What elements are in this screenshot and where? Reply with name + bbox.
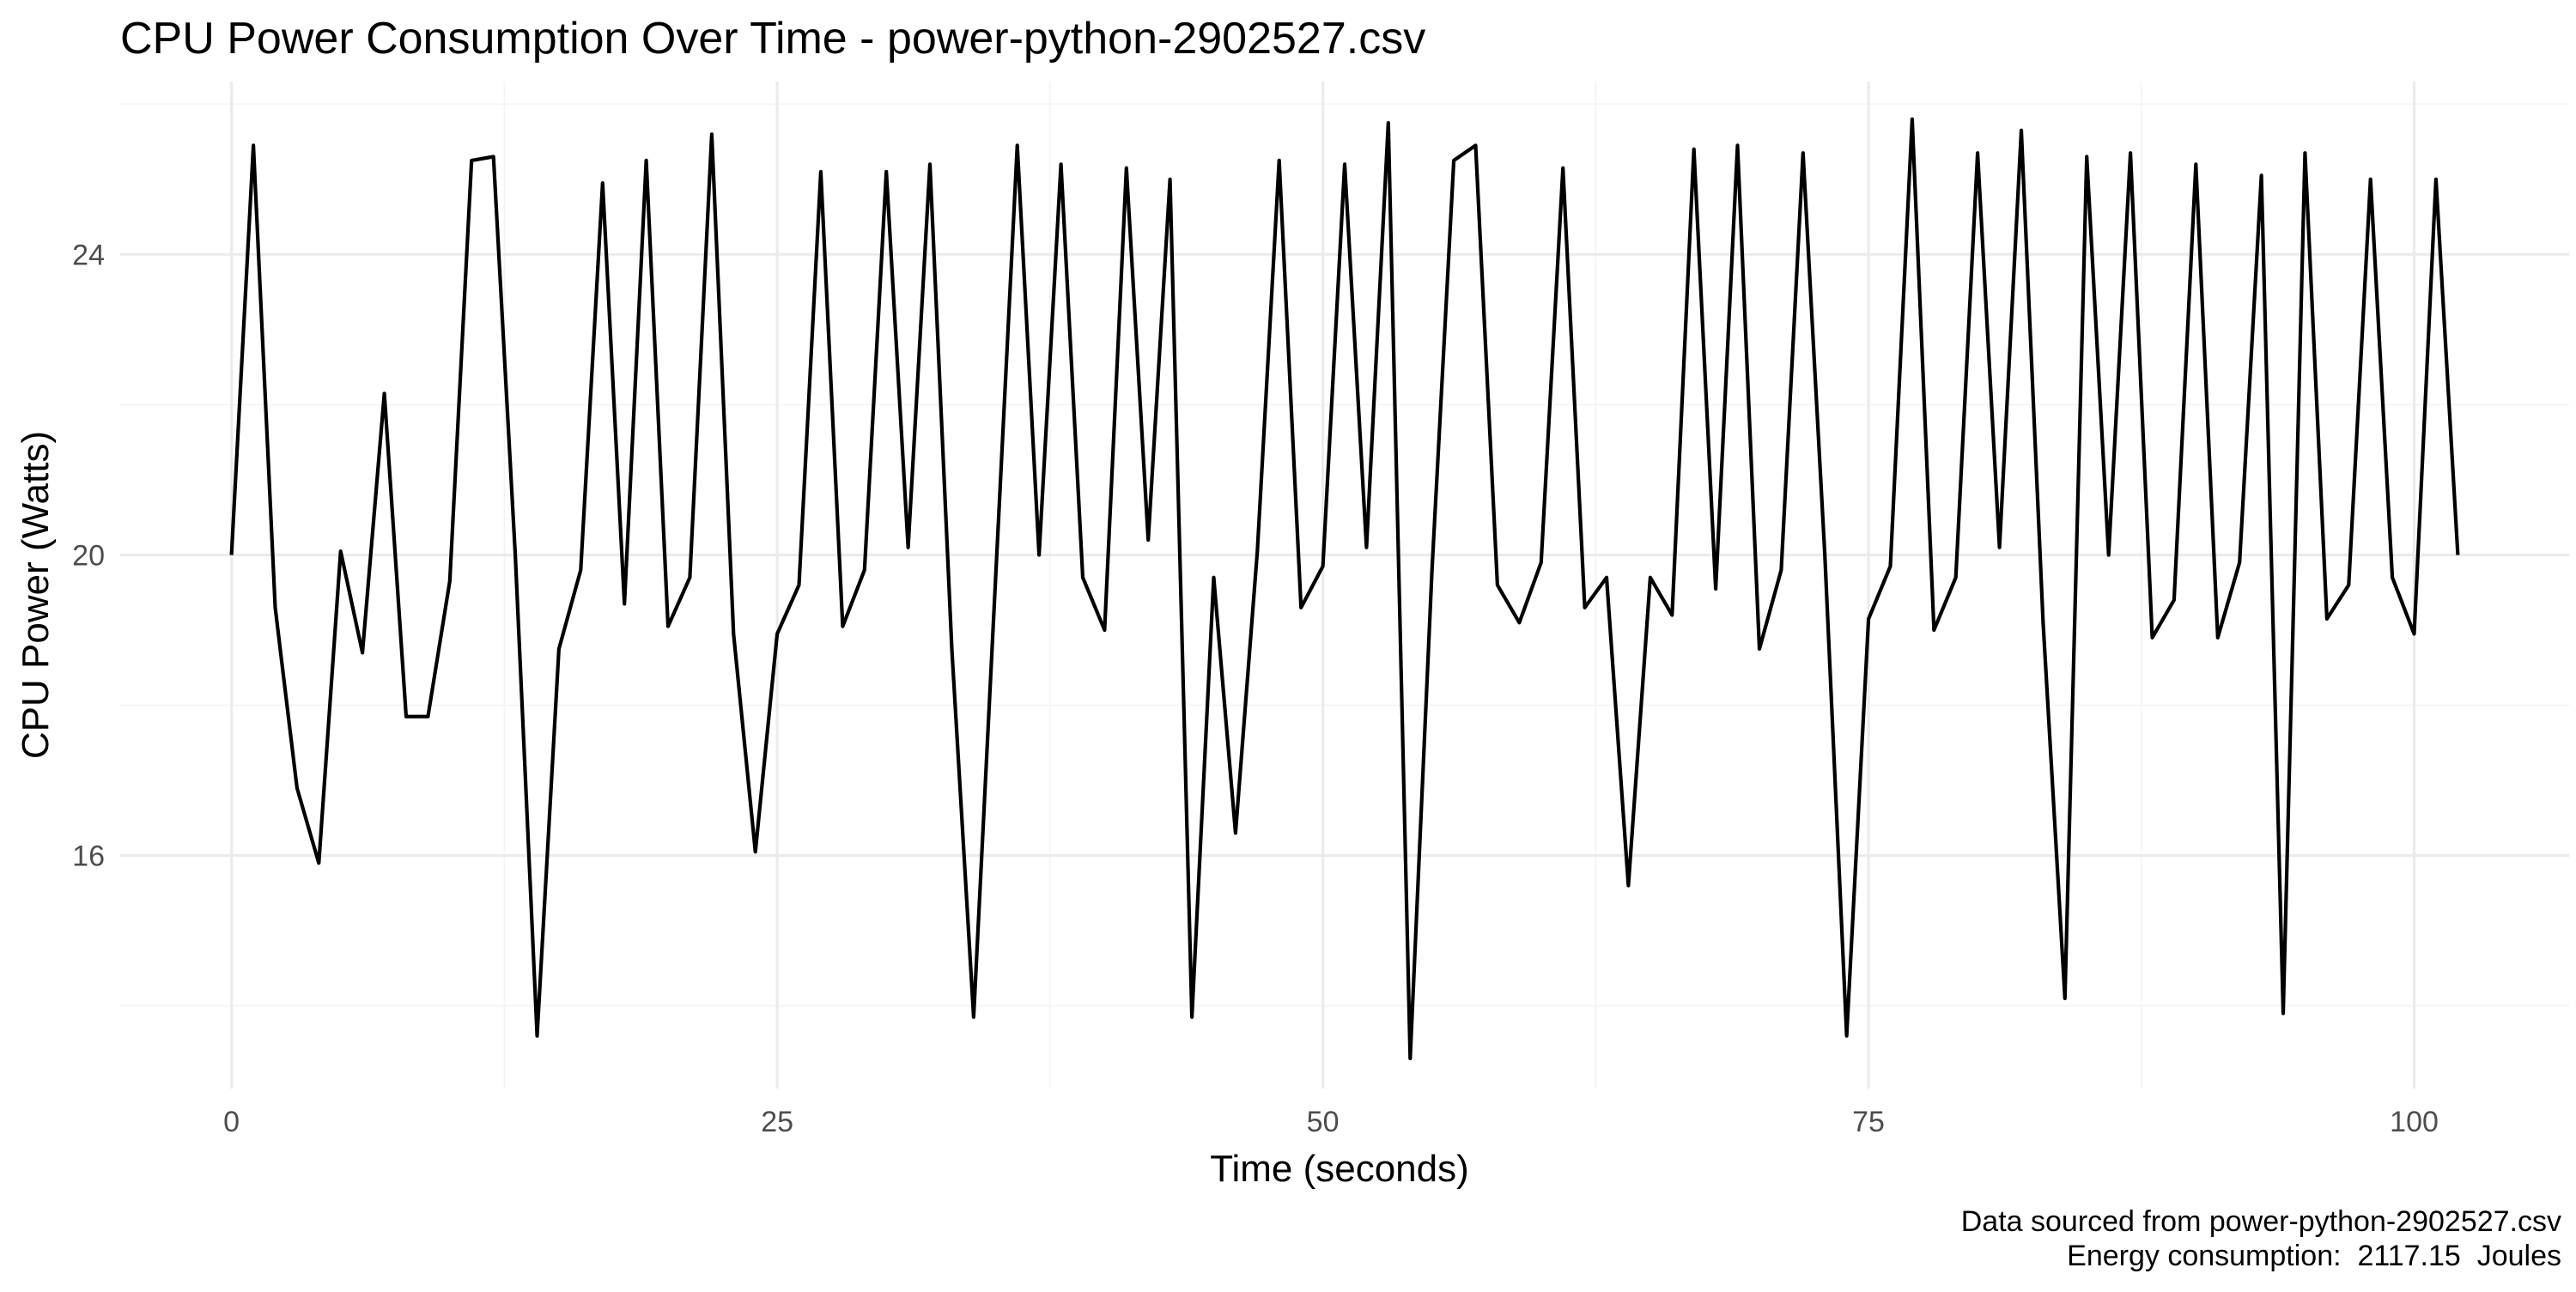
chart-title: CPU Power Consumption Over Time - power-… <box>120 14 1425 64</box>
y-tick-label: 16 <box>72 840 105 873</box>
minor-gridlines <box>120 82 2569 1089</box>
x-tick-label: 75 <box>1852 1106 1885 1138</box>
series-line <box>229 117 2460 1061</box>
x-tick-label: 100 <box>2390 1106 2439 1138</box>
x-tick-label: 25 <box>761 1106 793 1138</box>
series-group <box>229 117 2460 1061</box>
y-axis-ticks: 16 20 24 <box>72 239 105 872</box>
y-axis-title: CPU Power (Watts) <box>15 431 57 759</box>
caption-energy: Energy consumption: 2117.15 Joules <box>2067 1240 2561 1272</box>
x-axis-title: Time (seconds) <box>1210 1148 1469 1190</box>
x-tick-label: 50 <box>1307 1106 1340 1138</box>
x-tick-label: 0 <box>223 1106 240 1138</box>
y-tick-label: 20 <box>72 539 105 572</box>
y-tick-label: 24 <box>72 239 105 271</box>
x-axis-ticks: 0 25 50 75 100 <box>223 1106 2439 1138</box>
caption-source: Data sourced from power-python-2902527.c… <box>1961 1205 2561 1238</box>
